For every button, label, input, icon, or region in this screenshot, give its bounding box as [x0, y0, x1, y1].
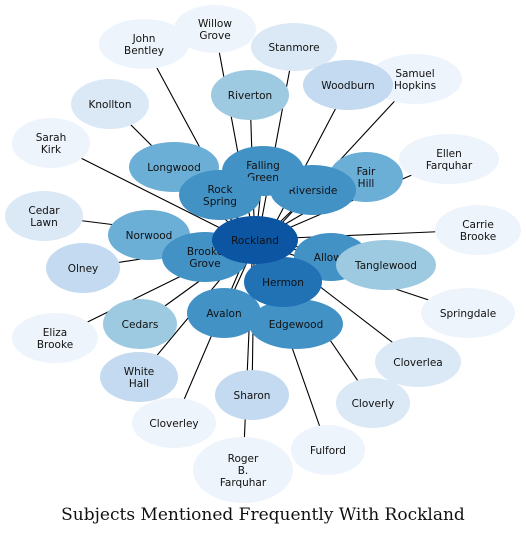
node-label-stanmore: Stanmore — [268, 42, 319, 54]
node-cedar-lawn[interactable]: Cedar Lawn — [5, 191, 83, 241]
node-label-riverside: Riverside — [289, 185, 338, 197]
node-label-tanglewood: Tanglewood — [354, 260, 417, 272]
diagram-title: Subjects Mentioned Frequently With Rockl… — [61, 505, 465, 525]
node-bubble-white-hall — [100, 352, 178, 402]
node-sharon[interactable]: Sharon — [215, 370, 289, 420]
node-label-edgewood: Edgewood — [269, 319, 324, 331]
node-label-sharon: Sharon — [234, 390, 271, 402]
node-label-olney: Olney — [68, 263, 99, 275]
node-eliza-brooke[interactable]: Eliza Brooke — [12, 313, 98, 363]
node-bubble-willow-grove — [174, 5, 256, 53]
node-carrie-brooke[interactable]: Carrie Brooke — [435, 205, 521, 255]
node-roger-farquhar[interactable]: Roger B. Farquhar — [193, 437, 293, 503]
edge-cloverley — [173, 259, 245, 424]
node-willow-grove[interactable]: Willow Grove — [174, 5, 256, 53]
node-bubble-sarah-kirk — [12, 118, 90, 168]
node-layer: Willow Grove John Bentley Stanmore Samuel Hopk… — [5, 5, 521, 503]
node-label-carrie-brooke: Carrie Brooke — [460, 219, 496, 243]
node-bubble-cloverlea — [375, 337, 461, 387]
node-fulford[interactable]: Fulford — [291, 425, 365, 475]
node-bubble-ellen-farquhar — [399, 134, 499, 184]
node-bubble-riverton — [211, 70, 289, 120]
node-bubble-cloverly — [336, 378, 410, 428]
node-label-woodburn: Woodburn — [321, 80, 374, 92]
node-bubble-eliza-brooke — [12, 313, 98, 363]
node-bubble-hermon — [244, 257, 322, 307]
node-label-longwood: Longwood — [147, 162, 201, 174]
node-label-eliza-brooke: Eliza Brooke — [37, 327, 73, 351]
node-cedars[interactable]: Cedars — [103, 299, 177, 349]
node-label-white-hall: White Hall — [124, 366, 155, 390]
node-label-cedars: Cedars — [122, 319, 159, 331]
node-bubble-tanglewood — [336, 240, 436, 290]
node-cloverly[interactable]: Cloverly — [336, 378, 410, 428]
node-label-cloverlea: Cloverlea — [393, 357, 442, 369]
node-bubble-cedar-lawn — [5, 191, 83, 241]
node-cloverlea[interactable]: Cloverlea — [375, 337, 461, 387]
node-bubble-samuel-hopkins — [368, 54, 462, 104]
node-bubble-rock-spring — [179, 170, 261, 220]
node-label-cloverly: Cloverly — [352, 398, 395, 410]
node-label-sarah-kirk: Sarah Kirk — [36, 132, 67, 156]
node-bubble-springdale — [421, 288, 515, 338]
node-label-rockland: Rockland — [231, 235, 279, 247]
node-bubble-olney — [46, 243, 120, 293]
node-bubble-john-bentley — [99, 19, 189, 69]
node-tanglewood[interactable]: Tanglewood — [336, 240, 436, 290]
node-label-fair-hill: Fair Hill — [357, 166, 376, 190]
node-bubble-sharon — [215, 370, 289, 420]
node-john-bentley[interactable]: John Bentley — [99, 19, 189, 69]
node-label-samuel-hopkins: Samuel Hopkins — [394, 68, 436, 92]
node-sarah-kirk[interactable]: Sarah Kirk — [12, 118, 90, 168]
node-white-hall[interactable]: White Hall — [100, 352, 178, 402]
node-label-cedar-lawn: Cedar Lawn — [28, 205, 60, 229]
node-springdale[interactable]: Springdale — [421, 288, 515, 338]
node-rock-spring[interactable]: Rock Spring — [179, 170, 261, 220]
node-label-cloverley: Cloverley — [149, 418, 198, 430]
node-hermon[interactable]: Hermon — [244, 257, 322, 307]
node-label-hermon: Hermon — [262, 277, 304, 289]
node-bubble-cloverley — [132, 398, 216, 448]
node-label-roger-farquhar: Roger B. Farquhar — [220, 453, 267, 489]
node-edgewood[interactable]: Edgewood — [249, 299, 343, 349]
node-samuel-hopkins[interactable]: Samuel Hopkins — [368, 54, 462, 104]
node-label-knollton: Knollton — [89, 99, 132, 111]
node-bubble-roger-farquhar — [193, 437, 293, 503]
node-bubble-fulford — [291, 425, 365, 475]
node-label-falling-green: Falling Green — [246, 160, 280, 184]
node-knollton[interactable]: Knollton — [71, 79, 149, 129]
node-label-john-bentley: John Bentley — [124, 33, 164, 57]
node-bubble-edgewood — [249, 299, 343, 349]
node-ellen-farquhar[interactable]: Ellen Farquhar — [399, 134, 499, 184]
node-bubble-cedars — [103, 299, 177, 349]
node-label-brooke-grove: Brooke Grove — [187, 246, 223, 270]
node-label-springdale: Springdale — [440, 308, 496, 320]
node-bubble-avalon — [187, 288, 261, 338]
node-label-ellen-farquhar: Ellen Farquhar — [426, 148, 473, 172]
node-cloverley[interactable]: Cloverley — [132, 398, 216, 448]
node-rockland[interactable]: Rockland — [212, 216, 298, 264]
node-bubble-stanmore — [251, 23, 337, 71]
node-label-rock-spring: Rock Spring — [203, 184, 237, 208]
node-bubble-carrie-brooke — [435, 205, 521, 255]
node-woodburn[interactable]: Woodburn — [303, 60, 393, 110]
node-avalon[interactable]: Avalon — [187, 288, 261, 338]
node-bubble-knollton — [71, 79, 149, 129]
node-bubble-woodburn — [303, 60, 393, 110]
node-label-riverton: Riverton — [228, 90, 272, 102]
node-label-fulford: Fulford — [310, 445, 346, 457]
node-label-willow-grove: Willow Grove — [198, 18, 232, 42]
node-label-avalon: Avalon — [206, 308, 241, 320]
node-riverton[interactable]: Riverton — [211, 70, 289, 120]
node-olney[interactable]: Olney — [46, 243, 120, 293]
node-stanmore[interactable]: Stanmore — [251, 23, 337, 71]
node-bubble-rockland — [212, 216, 298, 264]
node-label-norwood: Norwood — [126, 230, 173, 242]
